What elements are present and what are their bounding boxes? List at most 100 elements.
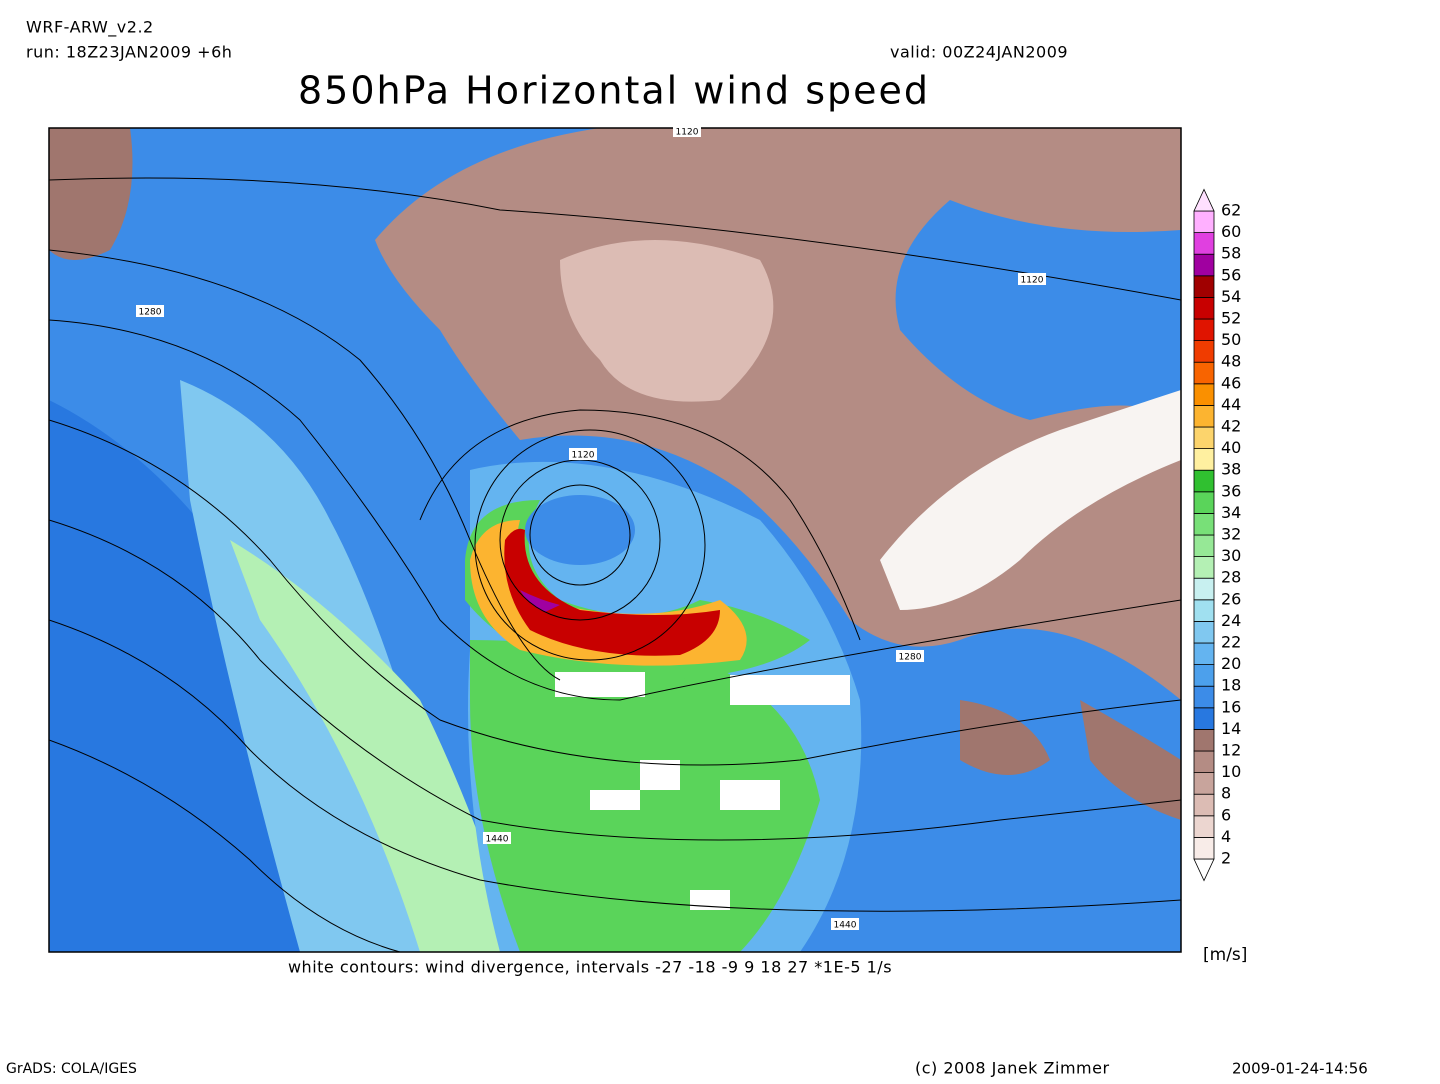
valid-time: valid: 00Z24JAN2009 xyxy=(890,43,1068,62)
colorbar-label: 38 xyxy=(1221,460,1241,479)
contour-labels: 1120 1120 1120 1280 1280 1440 1440 xyxy=(136,125,1046,931)
field-region xyxy=(525,495,635,565)
colorbar-box xyxy=(1193,556,1215,579)
contour-label: 1120 xyxy=(572,451,595,461)
field-region xyxy=(960,700,1050,775)
colorbar-box xyxy=(1193,685,1215,709)
colorbar-label: 46 xyxy=(1221,373,1241,392)
colorbar-label: 32 xyxy=(1221,525,1241,544)
colorbar-units: [m/s] xyxy=(1203,945,1247,965)
colorbar-label: 28 xyxy=(1221,568,1241,587)
colorbar-label: 40 xyxy=(1221,438,1241,457)
model-name: WRF-ARW_v2.2 xyxy=(26,18,154,38)
colorbar-box xyxy=(1193,340,1215,363)
colorbar-box xyxy=(1193,772,1215,795)
contour-label: 1280 xyxy=(139,308,162,318)
field-region xyxy=(504,528,720,656)
colorbar-label: 2 xyxy=(1221,849,1231,868)
colorbar-label: 26 xyxy=(1221,589,1241,608)
colorbar-box xyxy=(1193,253,1215,277)
colorbar-label: 44 xyxy=(1221,395,1241,414)
colorbar-label: 56 xyxy=(1221,265,1241,284)
colorbar-box xyxy=(1193,599,1215,622)
colorbar-label: 14 xyxy=(1221,719,1241,738)
colorbar-label: 10 xyxy=(1221,762,1241,781)
contour-label: 1280 xyxy=(899,653,922,663)
field-region xyxy=(520,590,560,612)
colorbar-label: 48 xyxy=(1221,352,1241,371)
map-title: 850hPa Horizontal wind speed xyxy=(298,69,930,113)
colorbar-label: 58 xyxy=(1221,244,1241,263)
contour-label: 1440 xyxy=(486,835,509,845)
colorbar-label: 6 xyxy=(1221,805,1231,824)
colorbar-label: 52 xyxy=(1221,309,1241,328)
colorbar-label: 60 xyxy=(1221,222,1241,241)
contour-label-box xyxy=(896,650,924,662)
colorbar-box xyxy=(1193,491,1215,514)
colorbar-label: 54 xyxy=(1221,287,1241,306)
colorbar-box xyxy=(1193,534,1215,558)
colorbar-box xyxy=(1193,469,1215,493)
field-region xyxy=(560,240,774,402)
colorbar-box xyxy=(1193,513,1215,536)
colorbar-label: 8 xyxy=(1221,784,1231,803)
colorbar-box xyxy=(1193,361,1215,385)
timestamp: 2009-01-24-14:56 xyxy=(1232,1060,1368,1078)
caption: white contours: wind divergence, interva… xyxy=(288,958,892,977)
contour-label-box xyxy=(569,448,597,460)
colorbar-box xyxy=(1193,318,1215,342)
colorbar-box xyxy=(1193,383,1215,406)
colorbar-label: 4 xyxy=(1221,827,1231,846)
colorbar-box xyxy=(1193,210,1215,234)
divergence-patches xyxy=(555,672,850,910)
field-region xyxy=(1080,700,1181,820)
field-region xyxy=(880,390,1181,610)
colorbar-label: 34 xyxy=(1221,503,1241,522)
colorbar-box xyxy=(1193,750,1215,774)
run-time: run: 18Z23JAN2009 +6h xyxy=(26,43,232,62)
colorbar-box xyxy=(1193,793,1215,817)
software-credit: GrADS: COLA/IGES xyxy=(6,1061,137,1077)
contour-label-box xyxy=(1018,273,1046,285)
contour-label: 1440 xyxy=(834,921,857,931)
colorbar-box xyxy=(1193,642,1215,666)
colorbar-label: 42 xyxy=(1221,417,1241,436)
colorbar-end xyxy=(1193,858,1215,882)
field-region xyxy=(49,128,133,260)
colorbar: 2468101214161820222426283032343638404244… xyxy=(1193,188,1241,882)
colorbar-label: 22 xyxy=(1221,633,1241,652)
colorbar-box xyxy=(1193,232,1215,255)
contour-label: 1120 xyxy=(676,128,699,138)
colorbar-label: 62 xyxy=(1221,201,1241,220)
colorbar-label: 50 xyxy=(1221,330,1241,349)
copyright: (c) 2008 Janek Zimmer xyxy=(915,1059,1110,1078)
map-field xyxy=(49,128,1181,952)
colorbar-box xyxy=(1193,815,1215,838)
field-region xyxy=(230,540,520,952)
colorbar-box xyxy=(1193,837,1215,860)
colorbar-box xyxy=(1193,621,1215,644)
map-frame xyxy=(48,127,1182,953)
colorbar-end xyxy=(1193,188,1215,212)
colorbar-box xyxy=(1193,404,1215,428)
colorbar-box xyxy=(1193,296,1215,320)
colorbar-label: 24 xyxy=(1221,611,1241,630)
contour-label: 1120 xyxy=(1021,276,1044,286)
colorbar-box xyxy=(1193,707,1215,730)
colorbar-label: 20 xyxy=(1221,654,1241,673)
colorbar-box xyxy=(1193,426,1215,450)
colorbar-box xyxy=(1193,664,1215,687)
contour-label-box xyxy=(136,305,164,317)
field-region xyxy=(470,640,820,952)
contour-label-box xyxy=(483,832,511,844)
colorbar-box xyxy=(1193,448,1215,471)
colorbar-label: 30 xyxy=(1221,546,1241,565)
colorbar-label: 18 xyxy=(1221,676,1241,695)
colorbar-box xyxy=(1193,729,1215,752)
colorbar-box xyxy=(1193,577,1215,601)
colorbar-box xyxy=(1193,275,1215,298)
colorbar-label: 16 xyxy=(1221,697,1241,716)
contour-label-box xyxy=(831,918,859,930)
colorbar-label: 12 xyxy=(1221,741,1241,760)
